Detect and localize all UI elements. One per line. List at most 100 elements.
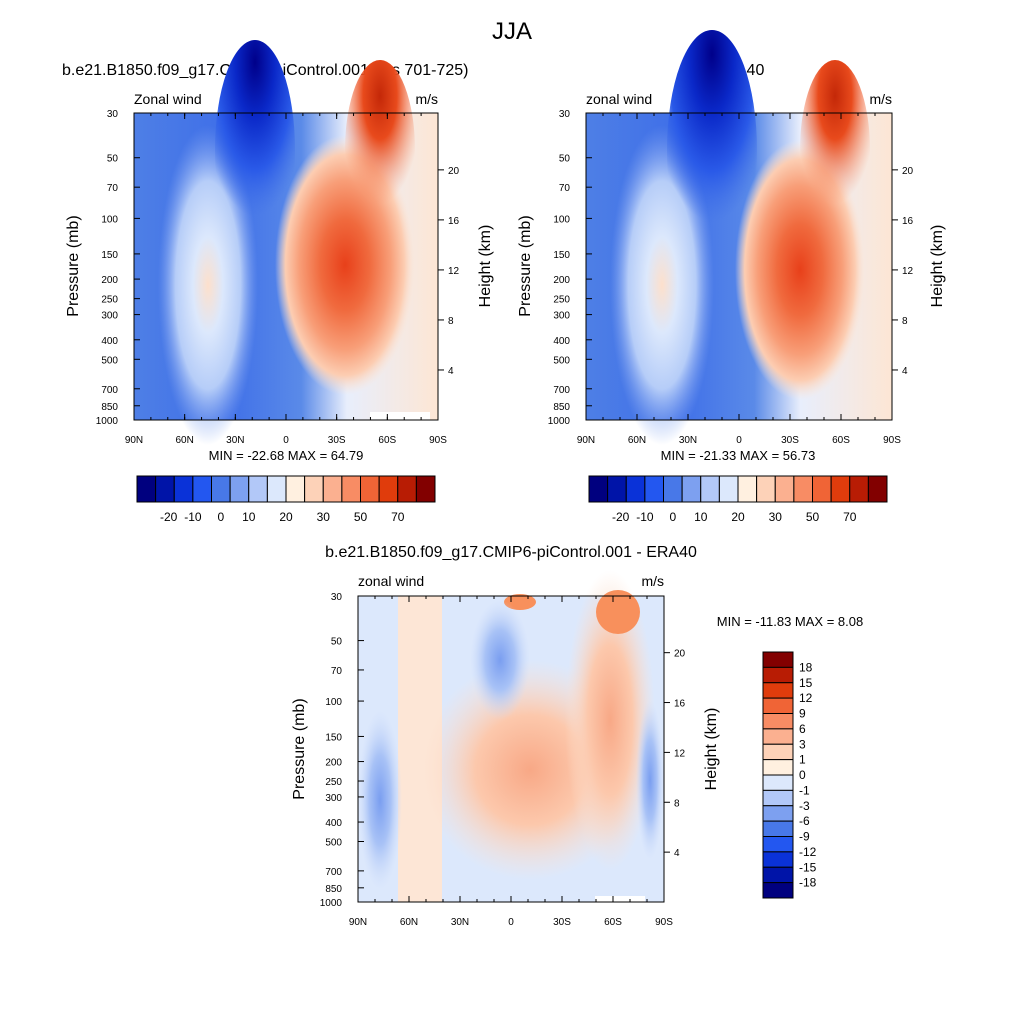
y-right-tick-label: 8: [448, 316, 454, 327]
colorbar-swatch: [830, 475, 851, 503]
colorbar-label: 70: [843, 510, 857, 524]
y-tick-label: 1000: [96, 416, 119, 427]
x-tick-label: 60S: [378, 435, 396, 446]
colorbar-swatch: [341, 475, 361, 503]
y-right-tick-label: 4: [902, 366, 908, 377]
y-tick-label: 70: [107, 183, 119, 194]
x-tick-label: 90N: [577, 435, 595, 446]
panel2-x-ticks: 90N 60N 30N 0 30S 60S 90S: [577, 113, 901, 446]
colorbar-swatch: [700, 475, 720, 503]
colorbar-label: -10: [184, 510, 202, 524]
x-tick-label: 90N: [349, 917, 367, 928]
colorbar-swatch: [173, 475, 194, 503]
panel3-y-ticks: 30 50 70 100 150 200 250 300 400 500 700 850 1000: [320, 592, 364, 909]
panel2-subtitle-right: m/s: [869, 91, 892, 107]
colorbar-swatch: [248, 475, 268, 503]
x-tick-label: 90N: [125, 435, 143, 446]
panel2-jet-core: [800, 60, 870, 240]
panel2-colorbar: -20 -10 0 10 20 30 50 70: [588, 475, 888, 524]
panel2-easterly-core: [667, 30, 757, 270]
colorbar-swatch: [762, 713, 794, 730]
colorbar-swatch: [415, 475, 436, 503]
y-tick-label: 850: [101, 402, 118, 413]
panel3-warm-core-south: [565, 570, 655, 870]
x-tick-label: 90S: [655, 917, 673, 928]
y-right-tick-label: 16: [448, 216, 460, 227]
panel2-stats: MIN = -21.33 MAX = 56.73: [661, 448, 816, 463]
y-tick-label: 100: [101, 214, 118, 225]
y-right-tick-label: 12: [674, 748, 686, 759]
y-tick-label: 150: [553, 250, 570, 261]
panel1-y-right-ticks: 4 8 12 16 20: [438, 166, 460, 377]
x-tick-label: 30S: [781, 435, 799, 446]
y-tick-label: 70: [331, 666, 343, 677]
panel1-y-ticks: 30 50 70 100 150 200 250 300 400 500 700 850 1000: [96, 109, 140, 427]
panel2-subtitle-left: zonal wind: [586, 91, 652, 107]
panel3-ylabel: Pressure (mb): [291, 698, 308, 799]
y-tick-label: 150: [325, 732, 342, 743]
x-tick-label: 60S: [832, 435, 850, 446]
colorbar-swatch: [625, 475, 646, 503]
panel3-subtitle-right: m/s: [641, 573, 664, 589]
colorbar-label: 12: [799, 691, 813, 705]
colorbar-swatch: [762, 666, 794, 684]
colorbar-label: -1: [799, 783, 810, 797]
y-tick-label: 700: [325, 867, 342, 878]
colorbar-swatch: [762, 682, 794, 699]
panel1-missing-region: [370, 412, 430, 420]
colorbar-swatch: [136, 475, 157, 503]
colorbar-label: 1: [799, 753, 806, 767]
x-tick-label: 0: [736, 435, 742, 446]
colorbar-swatch: [762, 805, 794, 822]
colorbar-label: -10: [636, 510, 654, 524]
y-tick-label: 100: [553, 214, 570, 225]
colorbar-swatch: [192, 475, 212, 503]
y-right-tick-label: 8: [902, 316, 908, 327]
y-tick-label: 400: [325, 818, 342, 829]
y-tick-label: 30: [331, 592, 343, 603]
y-right-tick-label: 16: [674, 699, 686, 710]
panel1-subtitle-right: m/s: [415, 91, 438, 107]
panel3-plot: zonal wind m/s 3050701001502002503004005…: [291, 570, 863, 928]
colorbar-label: 9: [799, 707, 806, 721]
colorbar-label: -15: [799, 860, 817, 874]
colorbar-swatch: [211, 475, 231, 503]
colorbar-swatch: [762, 820, 794, 837]
x-tick-label: 60S: [604, 917, 622, 928]
panel1-stats: MIN = -22.68 MAX = 64.79: [209, 448, 364, 463]
colorbar-label: 70: [391, 510, 405, 524]
y-tick-label: 50: [559, 154, 571, 165]
y-tick-label: 30: [559, 109, 571, 120]
y-tick-label: 200: [101, 275, 118, 286]
colorbar-label: 0: [669, 510, 676, 524]
colorbar-label: 0: [799, 768, 806, 782]
y-right-tick-label: 12: [902, 266, 914, 277]
x-tick-label: 60N: [628, 435, 646, 446]
y-right-tick-label: 20: [674, 649, 686, 660]
y-tick-label: 50: [331, 637, 343, 648]
colorbar-swatch: [812, 475, 832, 503]
panel3-ylabel-right: Height (km): [703, 708, 720, 791]
panel3-cool-core-north: [358, 710, 402, 890]
colorbar-swatch: [762, 728, 794, 745]
colorbar-swatch: [737, 475, 758, 503]
y-tick-label: 500: [325, 838, 342, 849]
y-tick-label: 1000: [548, 416, 571, 427]
panel3-x-ticks: 90N 60N 30N 0 30S 60S 90S: [349, 596, 673, 928]
panel2-y-right-ticks: 4 8 12 16 20: [892, 166, 914, 377]
y-tick-label: 300: [101, 311, 118, 322]
colorbar-label: -20: [612, 510, 630, 524]
colorbar-swatch: [718, 475, 739, 503]
y-tick-label: 300: [325, 793, 342, 804]
colorbar-label: 0: [217, 510, 224, 524]
panel1-subtitle-left: Zonal wind: [134, 91, 202, 107]
panel3-cool-core-eq: [470, 600, 530, 720]
y-tick-label: 300: [553, 311, 570, 322]
colorbar-swatch: [756, 475, 776, 503]
y-right-tick-label: 4: [448, 366, 454, 377]
y-right-tick-label: 4: [674, 848, 680, 859]
x-tick-label: 30N: [451, 917, 469, 928]
y-tick-label: 30: [107, 109, 119, 120]
colorbar-swatch: [285, 475, 306, 503]
colorbar-swatch: [849, 475, 869, 503]
